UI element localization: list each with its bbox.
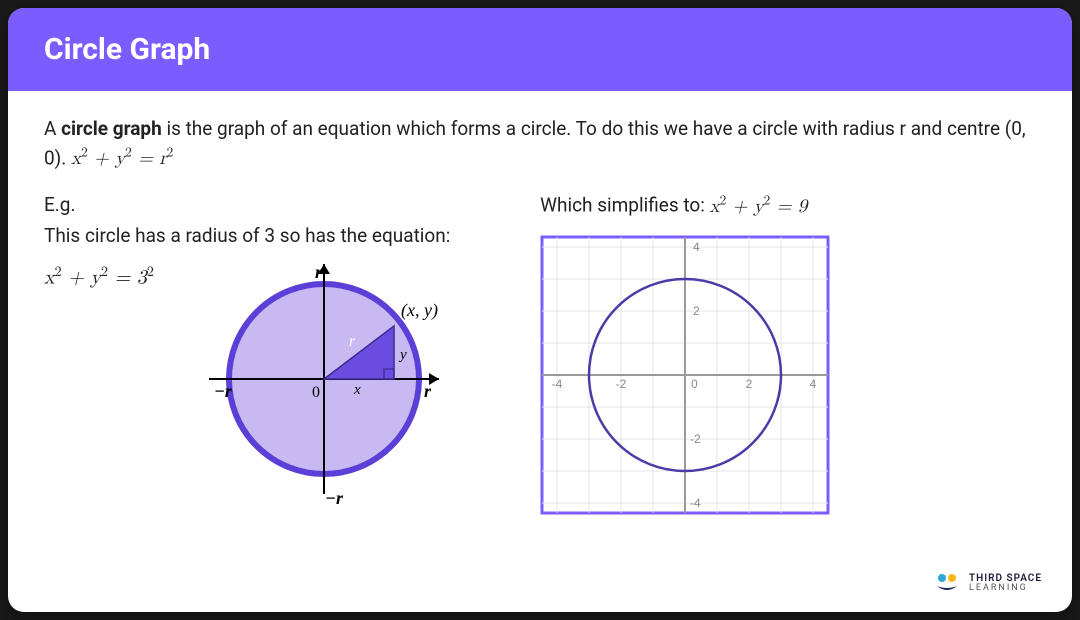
circle-grid-diagram: -4 -2 0 2 4 4 2 -2 -4 — [540, 235, 830, 515]
svg-text:4: 4 — [693, 240, 700, 254]
intro-paragraph: A circle graph is the graph of an equati… — [44, 115, 1036, 173]
label-point: (x, y) — [401, 300, 438, 321]
svg-text:0: 0 — [691, 377, 698, 391]
svg-text:-4: -4 — [690, 496, 701, 510]
brand-logo: THIRD SPACE LEARNING — [933, 572, 1042, 594]
label-hyp: r — [349, 333, 356, 350]
left-column: E.g. This circle has a radius of 3 so ha… — [44, 191, 520, 523]
label-origin: 0 — [312, 384, 320, 401]
general-equation: x2 + y2 = r2 — [71, 149, 173, 168]
label-leg-x: x — [353, 382, 361, 398]
svg-text:-2: -2 — [616, 377, 627, 391]
right-column: Which simplifies to: x2 + y2 = 9 -4 -2 — [540, 191, 1036, 523]
term-bold: circle graph — [61, 117, 162, 140]
label-left: −r — [214, 381, 233, 401]
simplifies-line: Which simplifies to: x2 + y2 = 9 — [540, 191, 1036, 221]
svg-text:2: 2 — [693, 304, 700, 318]
svg-text:4: 4 — [810, 377, 817, 391]
svg-text:-2: -2 — [690, 432, 701, 446]
card-header: Circle Graph — [8, 8, 1072, 91]
card-body: A circle graph is the graph of an equati… — [8, 91, 1072, 612]
lesson-card: Circle Graph A circle graph is the graph… — [8, 8, 1072, 612]
eg-label: E.g. — [44, 191, 520, 220]
label-top: r — [315, 262, 323, 282]
label-leg-y: y — [398, 347, 407, 363]
right-equation: x2 + y2 = 9 — [710, 197, 808, 216]
svg-text:2: 2 — [746, 377, 753, 391]
logo-text: THIRD SPACE LEARNING — [969, 573, 1042, 594]
example-columns: E.g. This circle has a radius of 3 so ha… — [44, 191, 1036, 523]
label-bottom: −r — [325, 488, 344, 508]
label-right: r — [424, 381, 432, 401]
circle-triangle-diagram: r −r −r r 0 (x, y) r x y — [184, 244, 464, 514]
svg-text:-4: -4 — [552, 377, 563, 391]
logo-icon — [933, 572, 961, 594]
left-equation: x2 + y2 = 32 — [44, 262, 174, 293]
card-title: Circle Graph — [44, 32, 210, 67]
